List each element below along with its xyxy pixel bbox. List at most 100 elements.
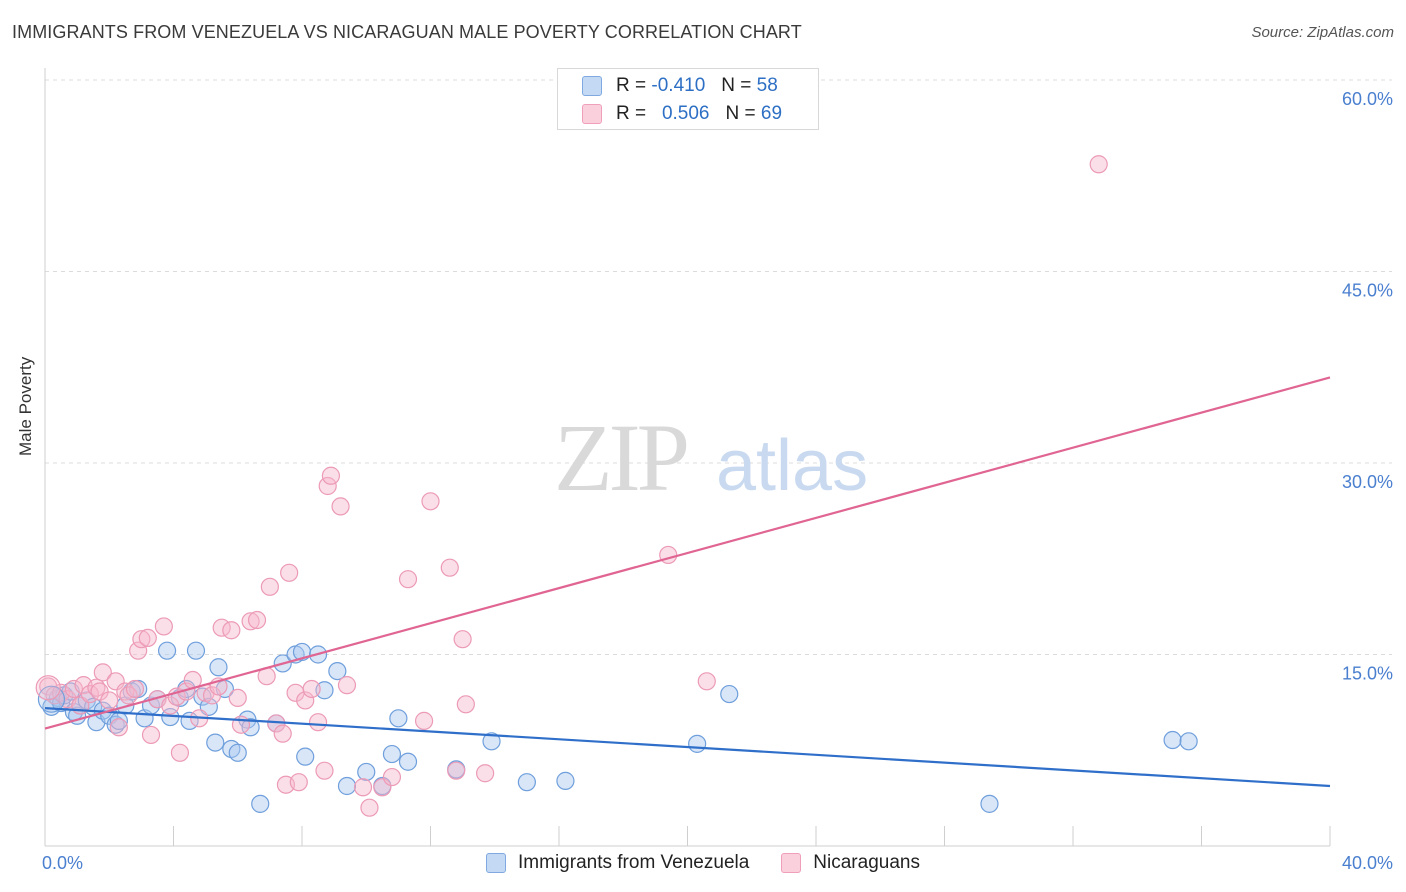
nicaraguans-point [260,577,279,596]
nicaraguans-point [202,686,222,705]
n-label: N = [725,103,756,124]
venezuela-point [209,658,228,677]
n-value: 58 [756,75,778,96]
x-tick-label: 0.0% [42,853,83,873]
watermark: ZIP atlas [554,404,868,511]
stats-legend: R = -0.410 N = 58 R = 0.506 N = 69 [557,68,819,130]
y-axis-label: Male Poverty [16,356,35,456]
nicaraguans-point [337,676,357,695]
venezuela-point [398,752,418,771]
venezuela-point [186,641,206,660]
r-value: -0.410 [651,75,706,96]
venezuela-point [228,743,247,762]
nicaraguans-point [138,628,157,648]
nicaraguans-point [161,696,180,715]
nicaraguans-point [170,743,190,762]
nicaraguans-point [241,612,260,631]
nicaraguans-point [456,695,475,714]
nicaraguans-point [125,679,145,699]
venezuela-point [720,684,739,704]
nicaraguans-point [353,778,373,797]
nicaraguans-point [697,672,716,691]
venezuela-point [337,776,357,796]
nicaraguans-point [308,713,328,732]
venezuela-point [556,771,575,790]
venezuela-point [980,794,999,813]
series-legend: Immigrants from Venezuela Nicaraguans [0,852,1406,874]
nicaraguans-point [476,764,495,783]
venezuela-point [206,733,225,752]
nicaraguans-point [447,761,466,780]
nicaraguans-point [273,724,292,743]
n-label: N = [721,75,752,96]
nicaraguans-point [421,492,440,511]
nicaraguans-point [132,630,151,649]
nicaraguans-point [100,691,119,710]
nicaraguans-point [321,466,341,485]
source-label: Source: ZipAtlas.com [1251,24,1394,41]
legend-item-venezuela[interactable]: Immigrants from Venezuela [486,852,749,874]
watermark-atlas: atlas [716,426,868,506]
nicaraguans-swatch [582,104,602,124]
venezuela-point [157,641,177,660]
nicaraguans-point [440,558,459,577]
chart-title: IMMIGRANTS FROM VENEZUELA VS NICARAGUAN … [12,22,802,42]
nicaraguans-swatch [781,853,802,873]
r-value: 0.506 [661,103,710,124]
nicaraguans-point [315,761,334,780]
nicaraguans-point [222,621,241,640]
nicaraguans-point [1089,155,1108,174]
nicaraguans-point [302,679,321,699]
r-label: R = [616,103,647,124]
nicaraguans-point [247,610,267,630]
stats-row-nicaraguans: R = 0.506 N = 69 [582,101,782,127]
nicaraguans-point [360,798,379,817]
venezuela-point [688,734,707,753]
nicaraguans-point [280,563,299,582]
venezuela-swatch [582,76,602,96]
venezuela-point [328,661,347,681]
nicaraguans-point [453,630,472,649]
venezuela-point [389,709,408,728]
nicaraguans-point [398,570,418,589]
nicaraguans-point [154,617,173,636]
x-tick-label: 40.0% [1342,853,1393,873]
stats-row-venezuela: R = -0.410 N = 58 [582,73,778,99]
tick-labels: 15.0% 30.0% 45.0% 60.0% 0.0% 40.0% [42,89,1393,873]
nicaraguans-point [289,773,308,792]
y-tick-label: 30.0% [1342,472,1393,492]
venezuela-point [1179,732,1198,751]
nicaraguans-point [382,767,402,787]
nicaraguans-point [64,679,84,699]
grid-lines [45,79,1392,655]
venezuela-trend-line [44,707,1331,788]
data-points [35,155,1198,817]
venezuela-point [251,794,270,813]
nicaraguans-point [129,641,148,660]
r-label: R = [616,75,647,96]
nicaraguans-point [331,497,350,516]
nicaraguans-point [228,688,247,708]
axes [44,68,1331,847]
nicaraguans-point [35,675,61,701]
trend-lines [44,376,1331,788]
nicaraguans-trend-line [44,376,1331,730]
venezuela-point [1163,730,1182,750]
nicaraguans-point [93,663,112,682]
watermark-zip: ZIP [554,404,687,511]
venezuela-point [357,762,376,782]
nicaraguans-point [109,718,128,737]
nicaraguans-point [318,476,337,496]
legend-label: Nicaraguans [813,852,920,873]
y-tick-label: 15.0% [1342,664,1393,684]
legend-item-nicaraguans[interactable]: Nicaraguans [781,852,920,874]
nicaraguans-point [141,725,161,745]
y-tick-label: 60.0% [1342,89,1393,109]
venezuela-point [482,732,501,751]
nicaraguans-point [414,711,434,730]
nicaraguans-point [296,691,315,710]
venezuela-point [296,747,315,766]
venezuela-swatch [486,853,507,873]
legend-label: Immigrants from Venezuela [518,852,750,873]
